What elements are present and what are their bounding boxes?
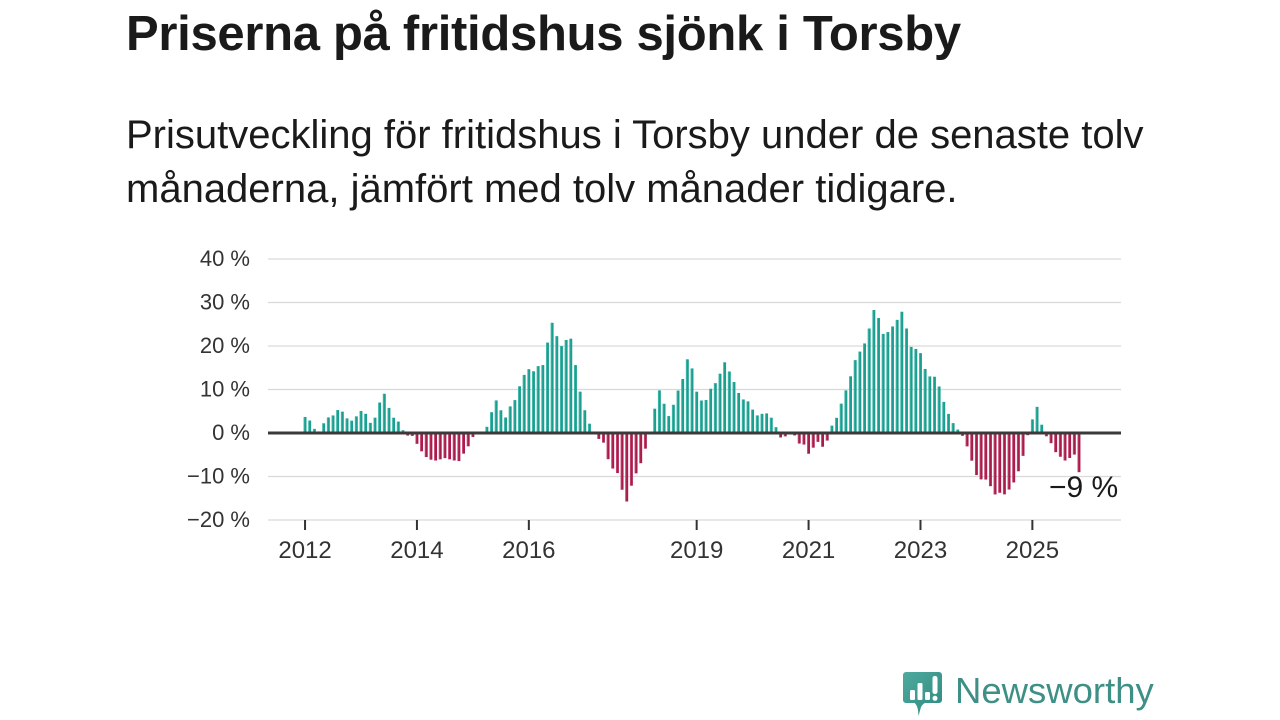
svg-text:20 %: 20 % (200, 333, 250, 358)
svg-text:10 %: 10 % (200, 377, 250, 402)
svg-text:40 %: 40 % (200, 246, 250, 271)
svg-text:2016: 2016 (502, 537, 555, 564)
svg-text:2012: 2012 (278, 537, 331, 564)
svg-text:30 %: 30 % (200, 290, 250, 315)
svg-text:2023: 2023 (894, 537, 947, 564)
svg-text:−9 %: −9 % (1049, 471, 1118, 504)
svg-text:2025: 2025 (1006, 537, 1059, 564)
svg-text:−10 %: −10 % (187, 464, 250, 489)
svg-text:−20 %: −20 % (187, 507, 250, 532)
svg-text:2014: 2014 (390, 537, 443, 564)
svg-text:2021: 2021 (782, 537, 835, 564)
svg-text:0 %: 0 % (212, 420, 250, 445)
svg-text:2019: 2019 (670, 537, 723, 564)
